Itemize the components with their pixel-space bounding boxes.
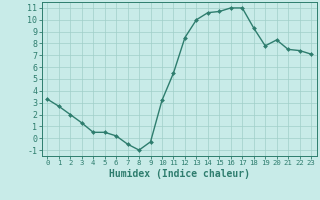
X-axis label: Humidex (Indice chaleur): Humidex (Indice chaleur) [109, 169, 250, 179]
